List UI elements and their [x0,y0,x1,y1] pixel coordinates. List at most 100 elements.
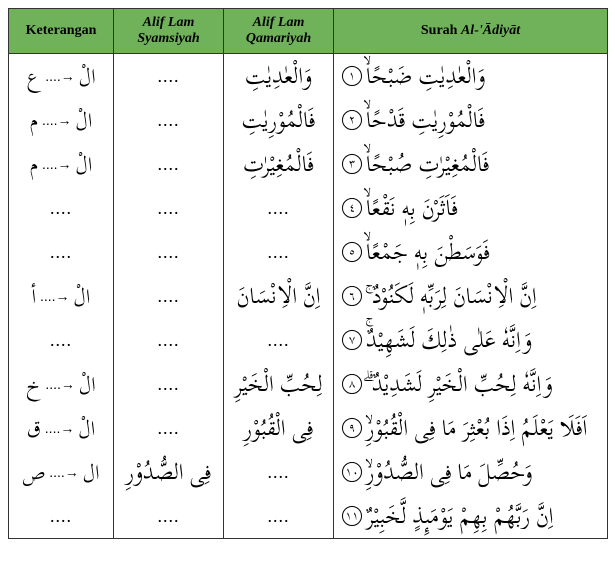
dash: .... [158,286,180,307]
dash: .... [50,330,72,351]
qamariyah-line: لِحُبِّ الْخَيْرِ [224,362,333,406]
dash: .... [268,462,290,483]
syamsiyah-line: فِى الصُّدُوْرِ [114,450,223,494]
tajwid-table: Keterangan Alif Lam Syamsiyah Alif Lam Q… [8,8,608,539]
syamsiyah-line: .... [114,406,223,450]
dash: .... [268,198,290,219]
keterangan-cell: الْ....→عالْ....→مالْ....→م........الْ..… [9,54,114,539]
ayah-text: وَالْعٰدِيٰتِ ضَبْحًاۙ [366,54,485,99]
arrow-icon: ....→ [42,156,72,172]
syamsiyah-line: .... [114,494,223,538]
keterangan-al: الْ [76,100,93,141]
syamsiyah-line: .... [114,362,223,406]
keterangan-al: الْ [79,364,96,405]
ayah-text: فَاَثَرْنَ بِهٖ نَقْعًاۙ [366,186,458,231]
arrow-icon: ....→ [40,288,70,304]
keterangan-line: الْ....→م [9,98,113,142]
ayah-number-marker: ٦ [342,286,362,306]
keterangan-line: الْ....→م [9,142,113,186]
ayah-number-marker: ٣ [342,154,362,174]
qamariyah-line: وَالْعٰدِيٰتِ [224,54,333,98]
keterangan-al: الْ [76,144,93,185]
syamsiyah-line: .... [114,186,223,230]
ayah-number-marker: ٤ [342,198,362,218]
dash: .... [158,154,180,175]
qamariyah-cell: وَالْعٰدِيٰتِفَالْمُوْرِيٰتِفَالْمُغِيْر… [224,54,334,539]
qamariyah-line: اِنَّ الْاِنْسَانَ [224,274,333,318]
surah-line: فَالْمُغِيْرٰتِ صُبْحًاۙ٣ [334,142,607,186]
ayah-text: وَحُصِّلَ مَا فِى الصُّدُوْرِۙ [366,450,532,495]
keterangan-line: .... [9,494,113,538]
dash: .... [268,506,290,527]
header-syamsiyah: Alif Lam Syamsiyah [114,9,224,54]
surah-line: فَالْمُوْرِيٰتِ قَدْحًاۙ٢ [334,98,607,142]
ayah-number-marker: ٢ [342,110,362,130]
ayah-text: فَالْمُوْرِيٰتِ قَدْحًاۙ [366,98,485,143]
ayah-text: وَاِنَّهٗ عَلٰى ذٰلِكَ لَشَهِيْدٌۚ [366,318,532,363]
syamsiyah-line: .... [114,318,223,362]
dash: .... [158,198,180,219]
ayah-text: فَوَسَطْنَ بِهٖ جَمْعًاۙ [366,230,490,275]
arrow-icon: ....→ [49,464,79,480]
dash: .... [158,418,180,439]
qamariyah-line: .... [224,450,333,494]
arrow-icon: ....→ [42,112,72,128]
dash: .... [158,374,180,395]
keterangan-line: الْ....→ق [9,406,113,450]
keterangan-letter: ص [23,452,46,493]
surah-cell: وَالْعٰدِيٰتِ ضَبْحًاۙ١فَالْمُوْرِيٰتِ ق… [334,54,608,539]
header-keterangan: Keterangan [9,9,114,54]
header-surah: Surah Al-'Ādiyāt [334,9,608,54]
arrow-icon: ....→ [45,68,75,84]
syamsiyah-line: .... [114,142,223,186]
keterangan-al: الْ [78,408,95,449]
dash: .... [158,506,180,527]
qamariyah-line: فَالْمُغِيْرٰتِ [224,142,333,186]
dash: .... [158,66,180,87]
surah-line: فَاَثَرْنَ بِهٖ نَقْعًاۙ٤ [334,186,607,230]
ayah-text: اَفَلَا يَعْلَمُ اِذَا بُعْثِرَ مَا فِى … [366,406,587,451]
dash: .... [50,242,72,263]
surah-line: وَاِنَّهٗ عَلٰى ذٰلِكَ لَشَهِيْدٌۚ٧ [334,318,607,362]
ayah-number-marker: ٧ [342,330,362,350]
ayah-number-marker: ١١ [342,506,362,526]
ayah-number-marker: ٥ [342,242,362,262]
keterangan-al: ال [83,452,100,493]
keterangan-line: .... [9,230,113,274]
surah-line: اَفَلَا يَعْلَمُ اِذَا بُعْثِرَ مَا فِى … [334,406,607,450]
surah-line: وَاِنَّهٗ لِحُبِّ الْخَيْرِ لَشَدِيْدٌ ۗ… [334,362,607,406]
dash: .... [50,506,72,527]
dash: .... [268,242,290,263]
surah-line: فَوَسَطْنَ بِهٖ جَمْعًاۙ٥ [334,230,607,274]
qamariyah-line: .... [224,494,333,538]
qamariyah-line: .... [224,230,333,274]
ayah-number-marker: ٨ [342,374,362,394]
keterangan-letter: ع [26,56,41,97]
header-row: Keterangan Alif Lam Syamsiyah Alif Lam Q… [9,9,608,54]
ayah-text: اِنَّ رَبَّهُمْ بِهِمْ يَوْمَىِٕذٍ لَّخَ… [366,494,553,539]
qamariyah-line: فَالْمُوْرِيٰتِ [224,98,333,142]
body-row: الْ....→عالْ....→مالْ....→م........الْ..… [9,54,608,539]
ayah-number-marker: ١٠ [342,462,362,482]
qamariyah-line: فِى الْقُبُوْرِ [224,406,333,450]
keterangan-al: الْ [79,56,96,97]
qamariyah-line: .... [224,318,333,362]
syamsiyah-cell: .................................... فِى … [114,54,224,539]
keterangan-letter: أ [32,276,36,317]
syamsiyah-line: .... [114,274,223,318]
syamsiyah-line: .... [114,230,223,274]
dash: .... [158,110,180,131]
ayah-text: فَالْمُغِيْرٰتِ صُبْحًاۙ [366,142,489,187]
surah-line: اِنَّ رَبَّهُمْ بِهِمْ يَوْمَىِٕذٍ لَّخَ… [334,494,607,538]
keterangan-letter: ق [27,408,41,449]
arrow-icon: ....→ [45,376,75,392]
keterangan-letter: م [30,144,38,185]
ayah-text: وَاِنَّهٗ لِحُبِّ الْخَيْرِ لَشَدِيْدٌ ۗ [366,362,553,407]
arrow-icon: ....→ [45,420,75,436]
surah-line: وَالْعٰدِيٰتِ ضَبْحًاۙ١ [334,54,607,98]
dash: .... [268,330,290,351]
ayah-text: اِنَّ الْاِنْسَانَ لِرَبِّهٖ لَكَنُوْدٌ … [366,274,537,319]
syamsiyah-line: .... [114,54,223,98]
keterangan-al: الْ [74,276,91,317]
keterangan-line: الْ....→ع [9,54,113,98]
